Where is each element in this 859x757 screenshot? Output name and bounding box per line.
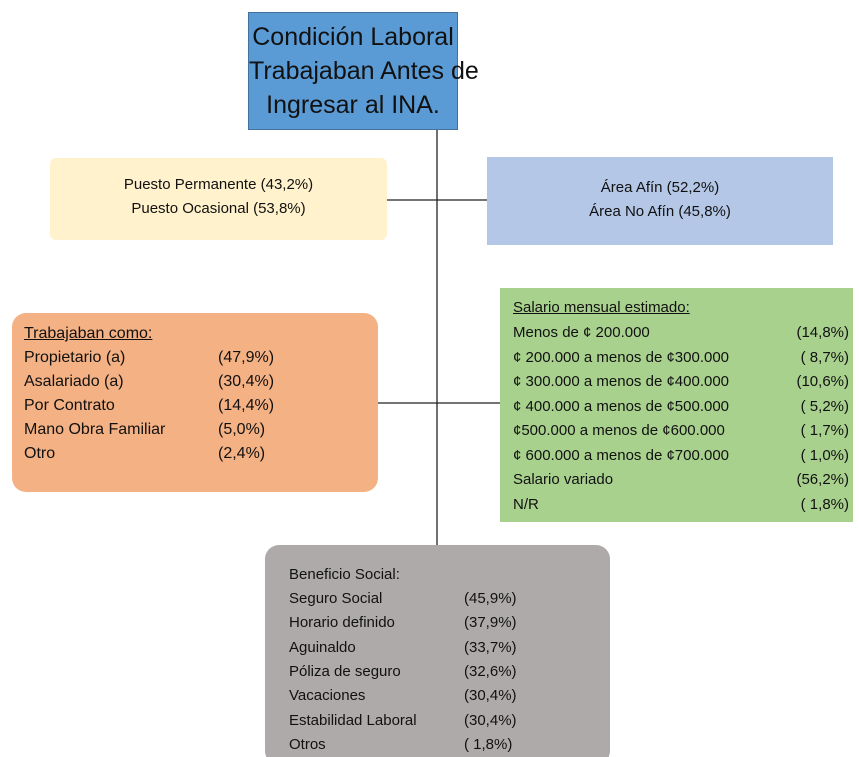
row-value: (5,0%) — [218, 421, 266, 438]
area-line: Área No Afín (45,8%) — [589, 203, 731, 220]
row-label: Otro — [24, 445, 56, 462]
puesto-line: Puesto Ocasional (53,8%) — [131, 200, 306, 217]
row-value: (45,9%) — [464, 590, 517, 607]
area-box: Área Afín (52,2%) Área No Afín (45,8%) — [487, 157, 833, 245]
row-value: (2,4%) — [218, 445, 266, 462]
row-value: (14,8%) — [796, 324, 849, 341]
row-value: ( 1,8%) — [464, 735, 513, 753]
row-value: (30,4%) — [464, 687, 517, 705]
row-value: (30,4%) — [218, 373, 275, 390]
section-heading: Trabajaban como: — [24, 325, 153, 342]
row-value: ( 1,7%) — [800, 422, 849, 439]
row-label: ¢ 200.000 a menos de ¢300.000 — [513, 348, 730, 366]
row-value: (30,4%) — [464, 711, 517, 729]
row-label: Por Contrato — [24, 397, 115, 414]
row-value: (56,2%) — [796, 471, 849, 488]
row-label: Otros — [289, 735, 326, 753]
row-value: (10,6%) — [796, 373, 849, 390]
row-label: N/R — [513, 495, 539, 513]
puesto-box: Puesto Permanente (43,2%) Puesto Ocasion… — [50, 158, 387, 240]
row-value: ( 1,0%) — [800, 446, 849, 464]
row-label: Seguro Social — [289, 590, 383, 607]
section-heading: Salario mensual estimado: — [513, 299, 690, 316]
row-value: ( 8,7%) — [800, 348, 849, 366]
row-label: ¢ 600.000 a menos de ¢700.000 — [513, 446, 730, 464]
beneficio-box: Beneficio Social: Seguro Social (45,9%) Hor… — [265, 545, 610, 757]
title-line: Ingresar al INA. — [266, 91, 440, 119]
salario-box: Salario mensual estimado: Menos de ¢ 200.… — [500, 288, 853, 522]
section-heading: Beneficio Social: — [289, 566, 400, 583]
title-box: Condición Laboral Trabajaban Antes de In… — [248, 12, 479, 130]
row-label: Estabilidad Laboral — [289, 711, 417, 729]
row-label: Menos de ¢ 200.000 — [513, 324, 650, 341]
row-value: (32,6%) — [464, 662, 517, 680]
row-label: Póliza de seguro — [289, 662, 401, 680]
row-value: (14,4%) — [218, 397, 275, 414]
row-label: Aguinaldo — [289, 638, 356, 656]
trabajaban-box: Trabajaban como: Propietario (a) (47,9%) As… — [12, 313, 378, 492]
area-line: Área Afín (52,2%) — [600, 179, 720, 196]
row-value: (33,7%) — [464, 638, 517, 656]
puesto-line: Puesto Permanente (43,2%) — [123, 176, 314, 193]
row-label: Asalariado (a) — [24, 373, 124, 390]
row-value: (37,9%) — [464, 614, 517, 632]
title-line: Trabajaban Antes de — [249, 57, 479, 85]
row-value: ( 1,8%) — [800, 495, 849, 513]
row-label: ¢ 400.000 a menos de ¢500.000 — [513, 397, 730, 415]
row-value: (47,9%) — [218, 349, 275, 366]
row-label: Salario variado — [513, 471, 614, 488]
row-label: Horario definido — [289, 614, 395, 632]
row-label: Mano Obra Familiar — [24, 421, 166, 438]
row-label: Propietario (a) — [24, 349, 126, 366]
row-value: ( 5,2%) — [800, 397, 849, 415]
row-label: Vacaciones — [289, 687, 366, 705]
title-line: Condición Laboral — [252, 23, 454, 51]
row-label: ¢ 300.000 a menos de ¢400.000 — [513, 373, 730, 390]
row-label: ¢500.000 a menos de ¢600.000 — [513, 422, 725, 439]
